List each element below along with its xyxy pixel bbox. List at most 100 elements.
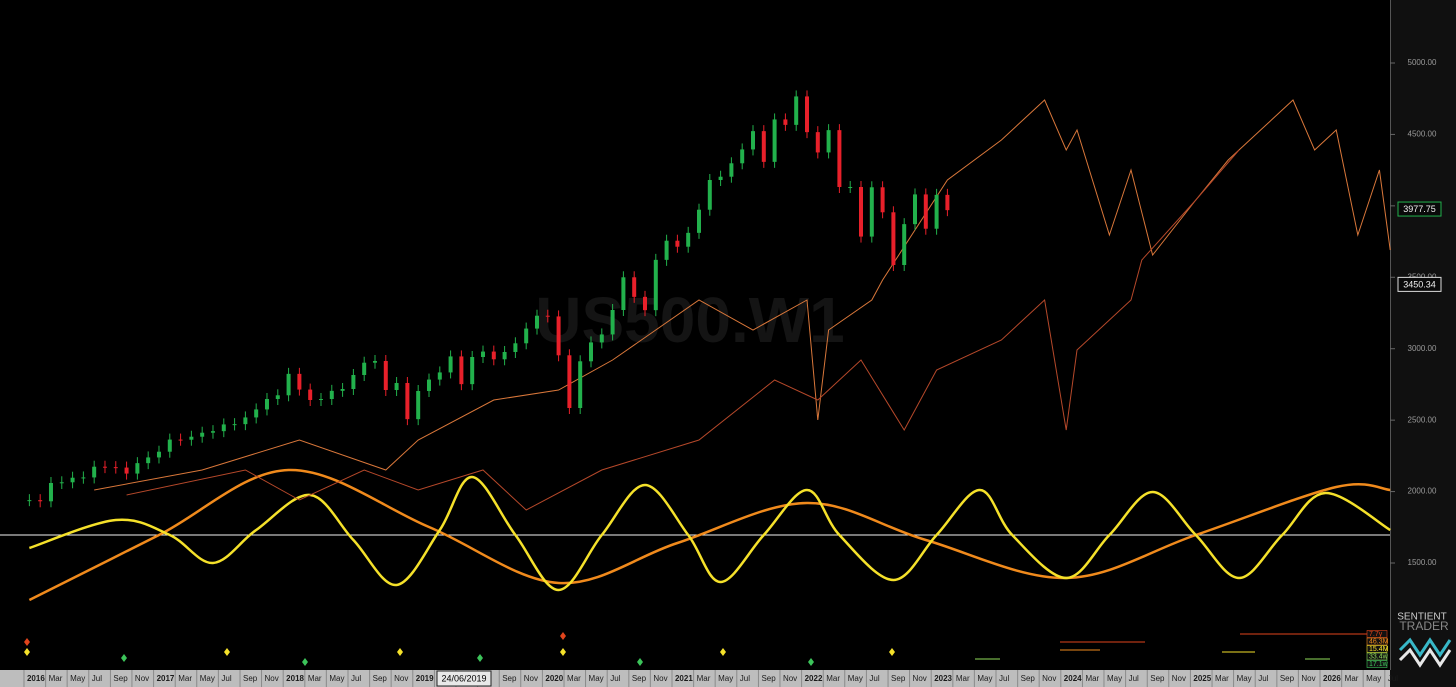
x-tick-label: Nov [265,674,279,683]
x-tick-label: May [329,674,344,683]
price-bar [740,149,745,164]
price-bar [707,180,712,210]
x-tick-label: Nov [135,674,149,683]
logo-text: SENTIENT [1397,612,1446,623]
x-tick-label: Nov [524,674,538,683]
price-bar [156,451,161,458]
signal-diamond [560,632,566,640]
price-bar [664,240,669,260]
y-tick-label: 5000.00 [1408,58,1437,67]
x-tick-label: Sep [891,674,906,683]
x-tick-label: Sep [761,674,776,683]
price-bar [502,352,507,360]
x-tick-label: Mar [1215,674,1229,683]
price-bar [859,187,864,237]
cycle-label: 17.1w [1369,661,1389,668]
signal-diamond [24,648,30,656]
price-bar [934,194,939,229]
cycle-line [28,475,1391,592]
signal-diamond [24,638,30,646]
price-bar [135,463,140,474]
projection-line [94,99,1391,491]
x-tick-label: May [1366,674,1381,683]
price-bar [610,310,615,335]
cycle-label-box [1366,630,1388,638]
cycle-label: 33.4w [1369,653,1389,660]
projection-line [126,149,1240,511]
cycle-label: 46.3M [1369,638,1389,645]
price-bar [102,466,107,468]
x-tick-label: Mar [826,674,840,683]
x-tick-label: Nov [1172,674,1186,683]
price-bar [308,389,313,400]
watermark: US500.W1 [535,284,844,356]
price-bar [124,467,129,474]
price-bar [750,131,755,150]
x-tick-label: 2016 [27,674,45,683]
axes: 1500.002000.002500.003000.003500.004000.… [23,58,1442,687]
price-bar [221,424,226,432]
price-bar [902,224,907,265]
x-tick-label: Jul [221,674,231,683]
price-bar [448,356,453,373]
cursor-date: 24/06/2019 [441,673,486,683]
x-tick-label: Nov [1042,674,1056,683]
price-bar [178,439,183,441]
x-tick-label: Mar [49,674,63,683]
x-tick-label: Jul [1388,674,1398,683]
x-tick-label: Sep [1150,674,1165,683]
price-bar [113,467,118,469]
price-bar [189,436,194,440]
price-bar [70,477,75,483]
cursor-date-box [436,670,492,687]
y-tick-label: 2000.00 [1408,487,1437,496]
price-bar [826,130,831,153]
price-bar [642,296,647,311]
price-bar [675,240,680,247]
price-bar [621,277,626,310]
price-bar [891,212,896,265]
x-tick-label: May [1237,674,1252,683]
x-tick-label: May [200,674,215,683]
price-bar [686,232,691,247]
price-bar [362,362,367,375]
x-tick-label: Mar [1085,674,1099,683]
price-bar [38,500,43,502]
price-bar [232,424,237,426]
price-bar [869,187,874,237]
signal-diamond [637,658,643,666]
x-tick-label: 2022 [805,674,823,683]
y-tick-label: 3000.00 [1408,344,1437,353]
x-tick-label: Jul [869,674,879,683]
x-tick-label: Jul [1129,674,1139,683]
price-bar [167,439,172,452]
price-bar [848,187,853,188]
signal-diamond [808,658,814,666]
x-tick-label: Mar [697,674,711,683]
price-bar [588,342,593,362]
x-tick-label: May [589,674,604,683]
signal-diamond [560,648,566,656]
cycle-label-box [1366,637,1388,646]
x-tick-label: Mar [956,674,970,683]
x-tick-label: May [848,674,863,683]
price-label: 3977.75 [1403,204,1436,214]
price-bar [804,96,809,133]
price-bar [254,409,259,418]
signal-diamond [720,648,726,656]
x-tick-label: 2025 [1193,674,1211,683]
price-bar [459,356,464,385]
price-bar [426,379,431,391]
price-bar [394,383,399,390]
price-label: 3450.34 [1403,279,1436,289]
price-bar [264,399,269,410]
x-tick-label: Mar [567,674,581,683]
price-bar [545,315,550,317]
cycle-label: 7.7y [1369,631,1383,638]
price-bar [81,477,86,479]
price-label-box [1397,201,1442,217]
x-tick-label: Sep [1280,674,1295,683]
price-bar [696,209,701,233]
x-tick-label: 2017 [157,674,175,683]
price-bar [945,194,950,211]
